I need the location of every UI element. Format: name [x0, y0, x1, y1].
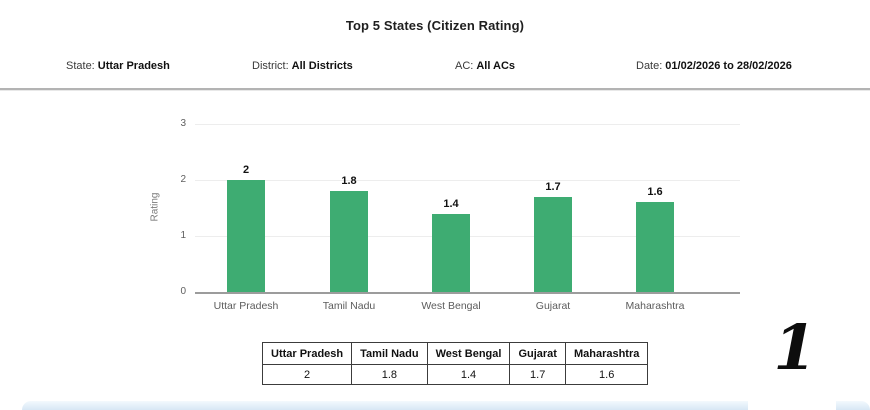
filter-value: 01/02/2026 to 28/02/2026 — [665, 60, 792, 72]
filter-value: All ACs — [476, 60, 516, 72]
x-axis-label-maharashtra: Maharashtra — [625, 300, 685, 312]
filter-value: Uttar Pradesh — [97, 60, 170, 72]
next-section-edge — [22, 401, 870, 410]
bar-value-label: 1.6 — [647, 186, 663, 199]
bar-uttar-pradesh[interactable] — [227, 180, 265, 292]
bar-west-bengal[interactable] — [432, 213, 470, 292]
table-header-gujarat: Gujarat — [509, 342, 566, 365]
table-value-west-bengal: 1.4 — [426, 364, 511, 385]
filter-value: All Districts — [291, 60, 353, 72]
x-axis-label-uttar-pradesh: Uttar Pradesh — [213, 300, 279, 312]
annotation-backdrop — [748, 300, 840, 410]
table-header-uttar-pradesh: Uttar Pradesh — [261, 342, 353, 365]
y-axis-tick-2: 2 — [180, 174, 186, 185]
table-value-uttar-pradesh: 2 — [261, 364, 353, 385]
bar-maharashtra[interactable] — [636, 202, 674, 292]
bar-tamil-nadu[interactable] — [330, 191, 368, 292]
table-header-maharashtra: Maharashtra — [564, 342, 649, 365]
y-axis-tick-0: 0 — [180, 286, 186, 297]
filter-label: AC: — [455, 60, 474, 72]
x-axis-label-gujarat: Gujarat — [535, 300, 571, 312]
gridline-y3 — [195, 124, 740, 125]
header-divider — [0, 88, 870, 91]
table-header-west-bengal: West Bengal — [426, 342, 511, 365]
page-title: Top 5 States (Citizen Rating) — [345, 18, 525, 33]
filter-district: District: All Districts — [252, 60, 353, 72]
table-header-tamil-nadu: Tamil Nadu — [351, 342, 428, 365]
filter-label: Date: — [636, 60, 663, 72]
bar-value-label: 1.8 — [341, 175, 357, 188]
x-axis-label-west-bengal: West Bengal — [421, 300, 481, 312]
filter-bar: State: Uttar Pradesh District: All District… — [0, 60, 870, 78]
filter-label: State: — [66, 60, 95, 72]
table-value-maharashtra: 1.6 — [564, 364, 649, 385]
gridline-y2 — [195, 180, 740, 181]
page-number-annotation: 1 — [773, 311, 817, 384]
filter-label: District: — [252, 60, 289, 72]
bar-value-label: 1.7 — [545, 180, 561, 193]
filter-ac: AC: All ACs — [455, 60, 515, 72]
bar-value-label: 1.4 — [443, 197, 459, 210]
y-axis-tick-3: 3 — [180, 118, 186, 129]
ratings-summary-table: Uttar Pradesh Tamil Nadu West Bengal Gujara… — [261, 342, 649, 385]
filter-date: Date: 01/02/2026 to 28/02/2026 — [636, 60, 792, 72]
y-axis-tick-1: 1 — [180, 230, 186, 241]
x-axis-line — [195, 292, 740, 294]
table-value-tamil-nadu: 1.8 — [351, 364, 428, 385]
x-axis-label-tamil-nadu: Tamil Nadu — [322, 300, 376, 312]
bar-gujarat[interactable] — [534, 196, 572, 292]
bar-value-label: 2 — [242, 164, 250, 176]
next-section-edge-gap — [748, 400, 836, 410]
table-value-gujarat: 1.7 — [509, 364, 566, 385]
citizen-rating-bar-chart: Rating 0 1 2 3 2 Uttar Pradesh 1.8 Tamil Nadu 1.… — [150, 118, 740, 312]
filter-state: State: Uttar Pradesh — [66, 60, 170, 72]
